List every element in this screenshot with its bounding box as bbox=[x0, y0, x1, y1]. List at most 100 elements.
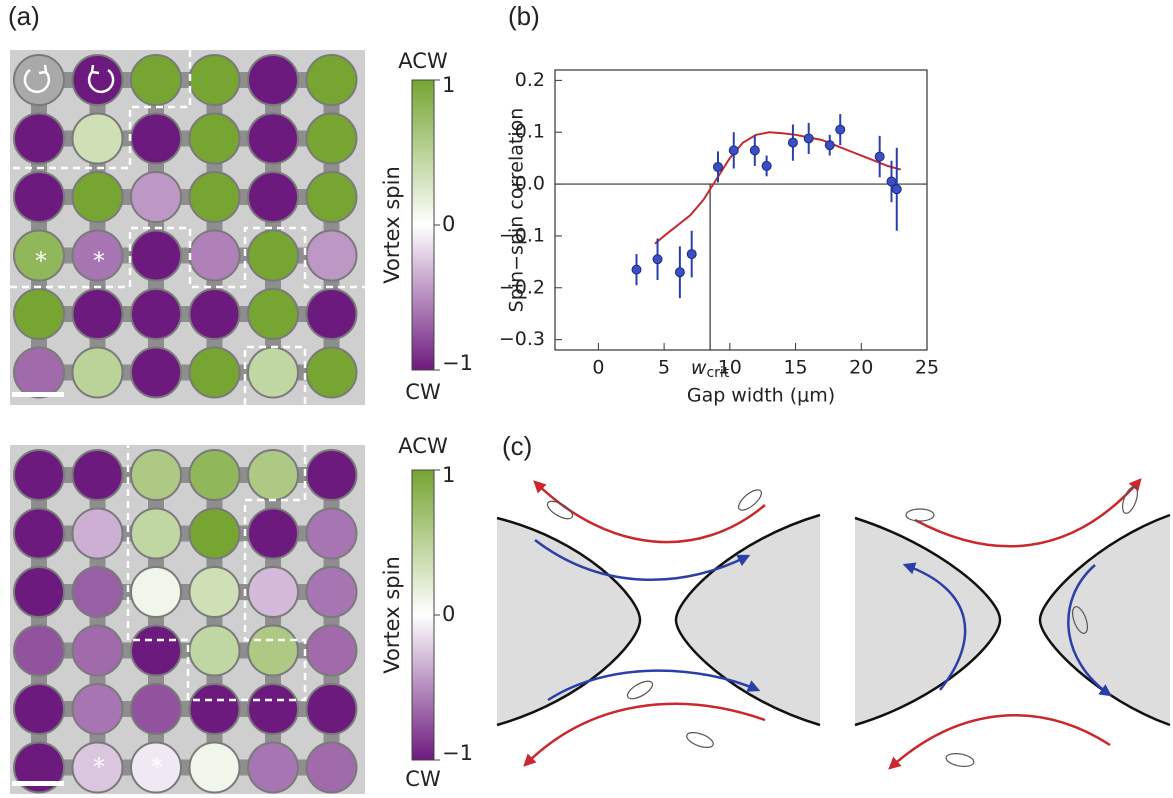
colorbar bbox=[411, 79, 435, 371]
vortex-cell bbox=[305, 683, 358, 735]
scale-bar bbox=[12, 392, 64, 397]
star: * bbox=[93, 247, 105, 275]
colorbar-top-label: ACW bbox=[398, 49, 448, 73]
data-point bbox=[674, 267, 685, 278]
colorbars: ACW CW Vortex spin 1 0 −1 ACW CW Vortex spin 1 0 −1 bbox=[380, 49, 473, 791]
colorbar-tick-label: 1 bbox=[442, 73, 455, 97]
vortex-cell bbox=[305, 171, 358, 223]
colorbar-top-label: ACW bbox=[398, 434, 448, 458]
grid-background bbox=[10, 50, 365, 405]
data-point bbox=[787, 137, 798, 148]
fit-line bbox=[654, 131, 901, 245]
vortex-cell bbox=[130, 507, 182, 560]
vortex-cell bbox=[188, 229, 241, 282]
panel-label: (b) bbox=[508, 1, 540, 31]
grid-background bbox=[10, 445, 365, 794]
y-tick-label: −0.1 bbox=[499, 224, 545, 246]
data-point bbox=[686, 249, 697, 260]
vortex-cell bbox=[130, 741, 182, 794]
vortex-cell bbox=[71, 507, 124, 560]
data-point bbox=[631, 264, 642, 275]
vortex-cell bbox=[188, 624, 241, 677]
colorbar-tick-label: 1 bbox=[442, 463, 455, 487]
vortex-cell bbox=[130, 683, 182, 735]
vortex-cell bbox=[247, 346, 299, 399]
vortex-cell bbox=[13, 54, 65, 106]
vortex-cell bbox=[71, 624, 124, 677]
vortex-cell bbox=[247, 449, 299, 501]
vortex-cell bbox=[247, 288, 299, 340]
vortex-cell bbox=[247, 741, 299, 794]
vortex-cell bbox=[13, 624, 65, 677]
y-tick-label: 0.1 bbox=[515, 121, 545, 143]
data-point bbox=[749, 145, 760, 156]
vortex-cell bbox=[130, 346, 182, 399]
vortex-cell bbox=[247, 566, 299, 618]
vortex-cell bbox=[188, 741, 241, 794]
vortex-cell bbox=[71, 741, 124, 794]
vortex-cell bbox=[130, 288, 182, 340]
vortex-cell bbox=[130, 566, 182, 618]
vortex-cell bbox=[188, 449, 241, 501]
vortex-cell bbox=[305, 449, 358, 501]
colorbar-tick-label: 0 bbox=[442, 602, 455, 626]
scale-bar bbox=[12, 781, 64, 786]
colorbar-tick-label: −1 bbox=[442, 741, 473, 765]
x-tick-label: 25 bbox=[915, 357, 939, 379]
vortex-cell bbox=[188, 566, 241, 618]
vortex-cell bbox=[13, 683, 65, 735]
star: * bbox=[93, 753, 105, 781]
vortex-cell bbox=[305, 54, 358, 106]
vortex-cell bbox=[247, 54, 299, 106]
vortex-cell bbox=[130, 229, 182, 282]
data-point bbox=[824, 140, 835, 151]
vortex-cell bbox=[71, 54, 124, 106]
critical-subscript: crit bbox=[706, 365, 729, 381]
vortex-cell bbox=[188, 54, 241, 106]
vortex-cell bbox=[130, 171, 182, 223]
vortex-cell bbox=[13, 346, 65, 399]
data-point bbox=[886, 176, 897, 187]
y-tick-label: 0.0 bbox=[515, 173, 545, 195]
vortex-cell bbox=[247, 171, 299, 223]
vortex-cell bbox=[305, 346, 358, 399]
vortex-cell bbox=[188, 171, 241, 223]
vortex-cell bbox=[71, 449, 124, 501]
colorbar-label: Vortex spin bbox=[380, 166, 404, 284]
y-tick-label: −0.2 bbox=[499, 276, 545, 298]
data-point bbox=[712, 161, 723, 172]
vortex-cell bbox=[247, 624, 299, 677]
vortex-cell bbox=[305, 507, 358, 560]
vortex-cell bbox=[71, 346, 124, 399]
colorbar-label: Vortex spin bbox=[380, 556, 404, 674]
y-axis-label: Spin−spin correlation bbox=[506, 108, 528, 313]
vortex-cell bbox=[305, 288, 358, 340]
vortex-cell bbox=[13, 449, 65, 501]
vortex-cell bbox=[188, 683, 241, 735]
vortex-cell bbox=[305, 229, 358, 282]
x-tick-label: 0 bbox=[592, 357, 604, 379]
data-point bbox=[835, 124, 846, 135]
vortex-cell bbox=[13, 566, 65, 618]
data-point bbox=[803, 133, 814, 144]
vortex-cell bbox=[247, 112, 299, 165]
vortex-cell bbox=[130, 449, 182, 501]
vortex-cell bbox=[305, 566, 358, 618]
colorbar bbox=[411, 469, 435, 761]
vortex-cell bbox=[13, 741, 65, 794]
vortex-cell bbox=[130, 112, 182, 165]
critical-symbol: w bbox=[691, 357, 707, 379]
panel-label: (a) bbox=[8, 1, 40, 31]
vortex-cell bbox=[71, 566, 124, 618]
spin-icons bbox=[23, 64, 115, 93]
vortex-cell bbox=[13, 507, 65, 560]
vortex-cell bbox=[130, 54, 182, 106]
vortex-cell bbox=[188, 346, 241, 399]
x-axis-label: Gap width (μm) bbox=[687, 385, 835, 407]
colorbar-tick-label: 0 bbox=[442, 212, 455, 236]
vortex-cell bbox=[305, 112, 358, 165]
data-point bbox=[761, 160, 772, 171]
chart-b: 0.2 0.1 0.0 −0.1 −0.2 −0.3 0 5 10 15 20 25 Gap width… bbox=[499, 69, 939, 407]
star: * bbox=[35, 247, 47, 275]
